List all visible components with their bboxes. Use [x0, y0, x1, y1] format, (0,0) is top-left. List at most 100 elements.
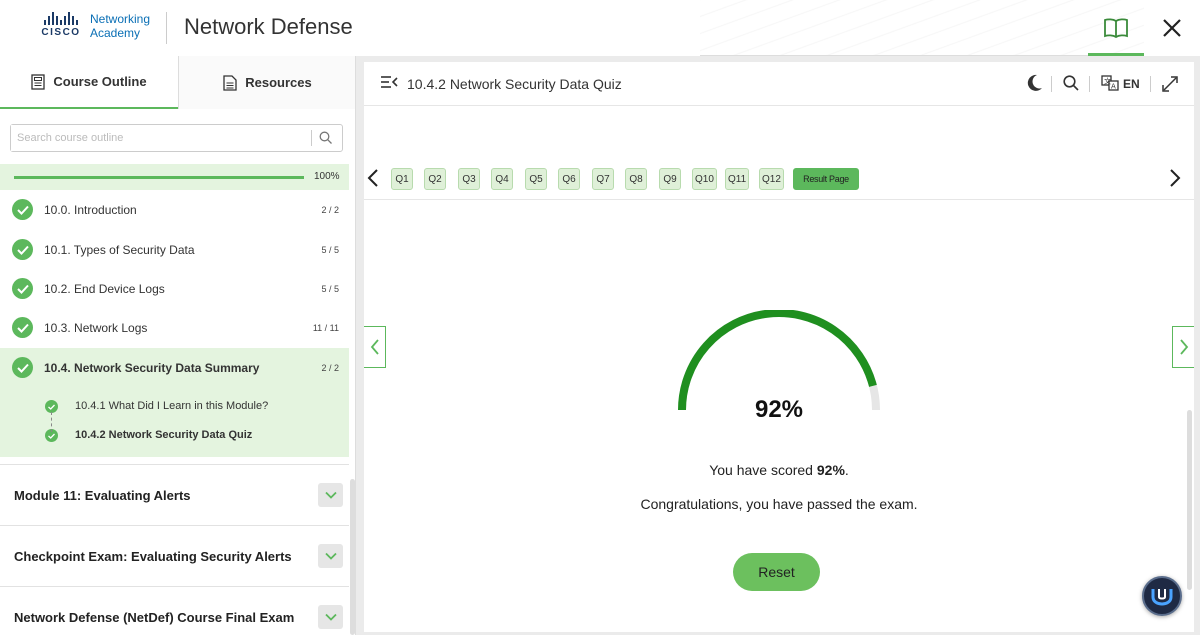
- module-label: Module 11: Evaluating Alerts: [14, 487, 191, 503]
- check-circle-icon: [12, 317, 33, 338]
- score-percent: 92%: [755, 396, 803, 420]
- question-button[interactable]: Q9: [659, 168, 681, 190]
- reset-button[interactable]: Reset: [733, 553, 820, 591]
- book-button[interactable]: [1088, 0, 1144, 56]
- prev-page-button[interactable]: [364, 326, 386, 368]
- tab-resources[interactable]: Resources: [178, 56, 355, 109]
- question-button[interactable]: Q10: [692, 168, 717, 190]
- translate-icon[interactable]: 文 A: [1101, 74, 1119, 92]
- dark-mode-icon[interactable]: [1027, 74, 1043, 92]
- quiz-panel: 10.4.2 Network Security Data Quiz 文 A EN…: [364, 62, 1194, 632]
- svg-text:A: A: [1111, 83, 1116, 91]
- top-header: CISCO Networking Academy Network Defense: [0, 0, 1200, 56]
- tab-resources-label: Resources: [245, 75, 312, 90]
- topic-label: 10.3. Network Logs: [44, 320, 148, 335]
- check-dot-icon: [45, 400, 58, 413]
- progress-bar: [14, 176, 304, 179]
- cisco-wordmark: CISCO: [41, 27, 81, 38]
- check-circle-icon: [12, 278, 33, 299]
- check-circle-icon: [12, 199, 33, 220]
- fullscreen-icon[interactable]: [1162, 74, 1178, 92]
- svg-text:文: 文: [1104, 77, 1111, 86]
- module-item[interactable]: Network Defense (NetDef) Course Final Ex…: [0, 586, 349, 635]
- outline-icon: [31, 73, 46, 90]
- module-item[interactable]: Module 11: Evaluating Alerts: [0, 464, 349, 525]
- chevron-down-icon: [324, 552, 337, 560]
- topic-label: 10.1. Types of Security Data: [44, 242, 195, 257]
- subtopic-label: 10.4.2 Network Security Data Quiz: [75, 429, 253, 441]
- brand-line-2: Academy: [90, 26, 141, 40]
- question-button[interactable]: Q4: [491, 168, 513, 190]
- module-label: Network Defense (NetDef) Course Final Ex…: [14, 609, 295, 625]
- question-button[interactable]: Q7: [592, 168, 614, 190]
- module-item[interactable]: Checkpoint Exam: Evaluating Security Ale…: [0, 525, 349, 586]
- question-button[interactable]: Q2: [424, 168, 446, 190]
- brand-line-1: Networking: [90, 12, 151, 26]
- expand-button[interactable]: [318, 605, 343, 629]
- next-question-arrow[interactable]: [1168, 168, 1182, 188]
- topic-item[interactable]: 10.0. Introduction 2 / 2: [0, 190, 349, 229]
- score-bold: 92%: [816, 462, 845, 478]
- prev-question-arrow[interactable]: [366, 168, 380, 188]
- outline-search: [10, 124, 343, 152]
- subtopic-connector: [51, 412, 52, 432]
- tab-course-outline-label: Course Outline: [53, 74, 147, 89]
- content-toolbar: 10.4.2 Network Security Data Quiz 文 A EN: [364, 62, 1194, 106]
- networking-academy-logo[interactable]: CISCO Networking Academy: [38, 12, 150, 40]
- topic-item-active[interactable]: 10.4. Network Security Data Summary 2 / …: [0, 348, 349, 387]
- topic-count: 11 / 11: [312, 322, 339, 333]
- question-button[interactable]: Q3: [458, 168, 480, 190]
- topic-item[interactable]: 10.1. Types of Security Data 5 / 5: [0, 230, 349, 269]
- document-icon: [223, 74, 237, 91]
- chevron-down-icon: [324, 491, 337, 499]
- check-circle-icon: [12, 239, 33, 260]
- question-button[interactable]: Q1: [391, 168, 413, 190]
- header-divider: [166, 12, 167, 44]
- search-input[interactable]: [11, 125, 301, 151]
- topic-item[interactable]: 10.2. End Device Logs 5 / 5: [0, 269, 349, 308]
- question-button[interactable]: Q5: [525, 168, 547, 190]
- progress-percent: 100%: [314, 171, 340, 182]
- topic-count: 2 / 2: [321, 362, 339, 373]
- question-navigator: Q1 Q2 Q3 Q4 Q5 Q6 Q7 Q8 Q9 Q10 Q11 Q12 R…: [364, 160, 1194, 200]
- gauge-fill: [678, 310, 877, 411]
- topic-item[interactable]: 10.3. Network Logs 11 / 11: [0, 308, 349, 347]
- cisco-logo: CISCO: [38, 12, 84, 38]
- subtopic-item-active[interactable]: 10.4.2 Network Security Data Quiz: [0, 421, 349, 450]
- close-button[interactable]: [1144, 0, 1200, 56]
- score-prefix: You have scored: [709, 462, 817, 478]
- check-circle-icon: [12, 357, 33, 378]
- subtopic-item[interactable]: 10.4.1 What Did I Learn in this Module?: [0, 392, 349, 421]
- search-icon[interactable]: [1063, 74, 1079, 92]
- topic-count: 5 / 5: [321, 283, 339, 294]
- sidebar-scrollbar[interactable]: [350, 479, 355, 635]
- expand-button[interactable]: [318, 483, 343, 507]
- next-page-button[interactable]: [1172, 326, 1194, 368]
- progress-fill: [14, 176, 304, 179]
- question-button[interactable]: Q11: [725, 168, 750, 190]
- search-icon[interactable]: [319, 131, 333, 145]
- topic-label: 10.4. Network Security Data Summary: [44, 360, 260, 375]
- assistant-launcher[interactable]: [1142, 576, 1182, 616]
- chevron-down-icon: [324, 613, 337, 621]
- chevron-left-icon: [370, 339, 379, 355]
- close-icon: [1163, 19, 1181, 37]
- score-message: You have scored 92%.: [364, 462, 1194, 478]
- subtopic-list: 10.4.1 What Did I Learn in this Module? …: [0, 387, 349, 457]
- content-scrollbar[interactable]: [1187, 410, 1192, 590]
- question-button[interactable]: Q12: [759, 168, 784, 190]
- course-title: Network Defense: [184, 14, 353, 39]
- collapse-menu-icon[interactable]: [380, 75, 398, 89]
- language-selector[interactable]: EN: [1123, 77, 1140, 91]
- tab-course-outline[interactable]: Course Outline: [0, 56, 178, 109]
- question-button[interactable]: Q8: [625, 168, 647, 190]
- question-button[interactable]: Q6: [558, 168, 580, 190]
- expand-button[interactable]: [318, 544, 343, 568]
- topic-label: 10.2. End Device Logs: [44, 281, 165, 296]
- module-label: Checkpoint Exam: Evaluating Security Ale…: [14, 548, 292, 564]
- congratulations-message: Congratulations, you have passed the exa…: [640, 496, 918, 512]
- chevron-right-icon: [1179, 339, 1188, 355]
- topic-label: 10.0. Introduction: [44, 202, 137, 217]
- page-title: 10.4.2 Network Security Data Quiz: [407, 76, 622, 92]
- result-page-button[interactable]: Result Page: [793, 168, 859, 190]
